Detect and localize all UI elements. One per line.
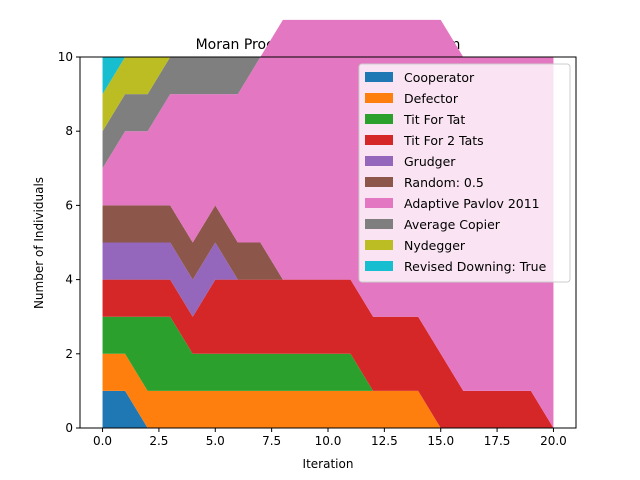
legend-label-revised-downing-true: Revised Downing: True	[404, 259, 547, 274]
x-axis-label: Iteration	[303, 457, 354, 471]
y-tick-label: 8	[65, 124, 73, 138]
legend-label-adaptive-pavlov-2011: Adaptive Pavlov 2011	[404, 196, 540, 211]
x-axis: 0.0 2.5 5.0 7.5 10.0 12.5 15.0 17.5 20.0	[93, 428, 567, 448]
x-tick-label: 10.0	[315, 434, 342, 448]
area-grudger	[102, 242, 554, 428]
x-tick-label: 0.0	[93, 434, 112, 448]
area-random-0-5	[102, 205, 554, 428]
x-tick-label: 15.0	[427, 434, 454, 448]
legend-label-tit-for-tat: Tit For Tat	[403, 112, 465, 127]
legend-box	[358, 63, 571, 283]
x-tick-label: 12.5	[371, 434, 398, 448]
y-axis: 0 2 4 6 8 10	[58, 50, 80, 435]
legend: Cooperator Defector Tit For Tat Tit For 2 T…	[358, 63, 571, 283]
legend-swatch-tit-for-2-tats	[365, 135, 393, 145]
legend-swatch-defector	[365, 93, 393, 103]
legend-label-cooperator: Cooperator	[404, 70, 475, 85]
legend-label-nydegger: Nydegger	[404, 238, 466, 253]
y-axis-label: Number of Individuals	[32, 177, 46, 309]
y-tick-label: 0	[65, 421, 73, 435]
legend-swatch-average-copier	[365, 219, 393, 229]
x-tick-label: 2.5	[149, 434, 168, 448]
x-tick-label: 17.5	[484, 434, 511, 448]
legend-label-defector: Defector	[404, 91, 459, 106]
legend-swatch-random-0-5	[365, 177, 393, 187]
legend-swatch-cooperator	[365, 72, 393, 82]
x-tick-label: 5.0	[206, 434, 225, 448]
y-tick-label: 2	[65, 347, 73, 361]
legend-label-grudger: Grudger	[404, 154, 456, 169]
y-tick-label: 6	[65, 198, 73, 212]
legend-label-random-0-5: Random: 0.5	[404, 175, 484, 190]
legend-label-tit-for-2-tats: Tit For 2 Tats	[403, 133, 484, 148]
legend-swatch-grudger	[365, 156, 393, 166]
x-tick-label: 20.0	[540, 434, 567, 448]
legend-swatch-revised-downing-true	[365, 261, 393, 271]
y-tick-label: 10	[58, 50, 73, 64]
area-tit-for-tat	[102, 316, 554, 428]
area-tit-for-2-tats	[102, 279, 554, 428]
x-tick-label: 7.5	[262, 434, 281, 448]
y-tick-label: 4	[65, 273, 73, 287]
legend-swatch-nydegger	[365, 240, 393, 250]
legend-swatch-tit-for-tat	[365, 114, 393, 124]
legend-label-average-copier: Average Copier	[404, 217, 501, 232]
legend-swatch-adaptive-pavlov-2011	[365, 198, 393, 208]
